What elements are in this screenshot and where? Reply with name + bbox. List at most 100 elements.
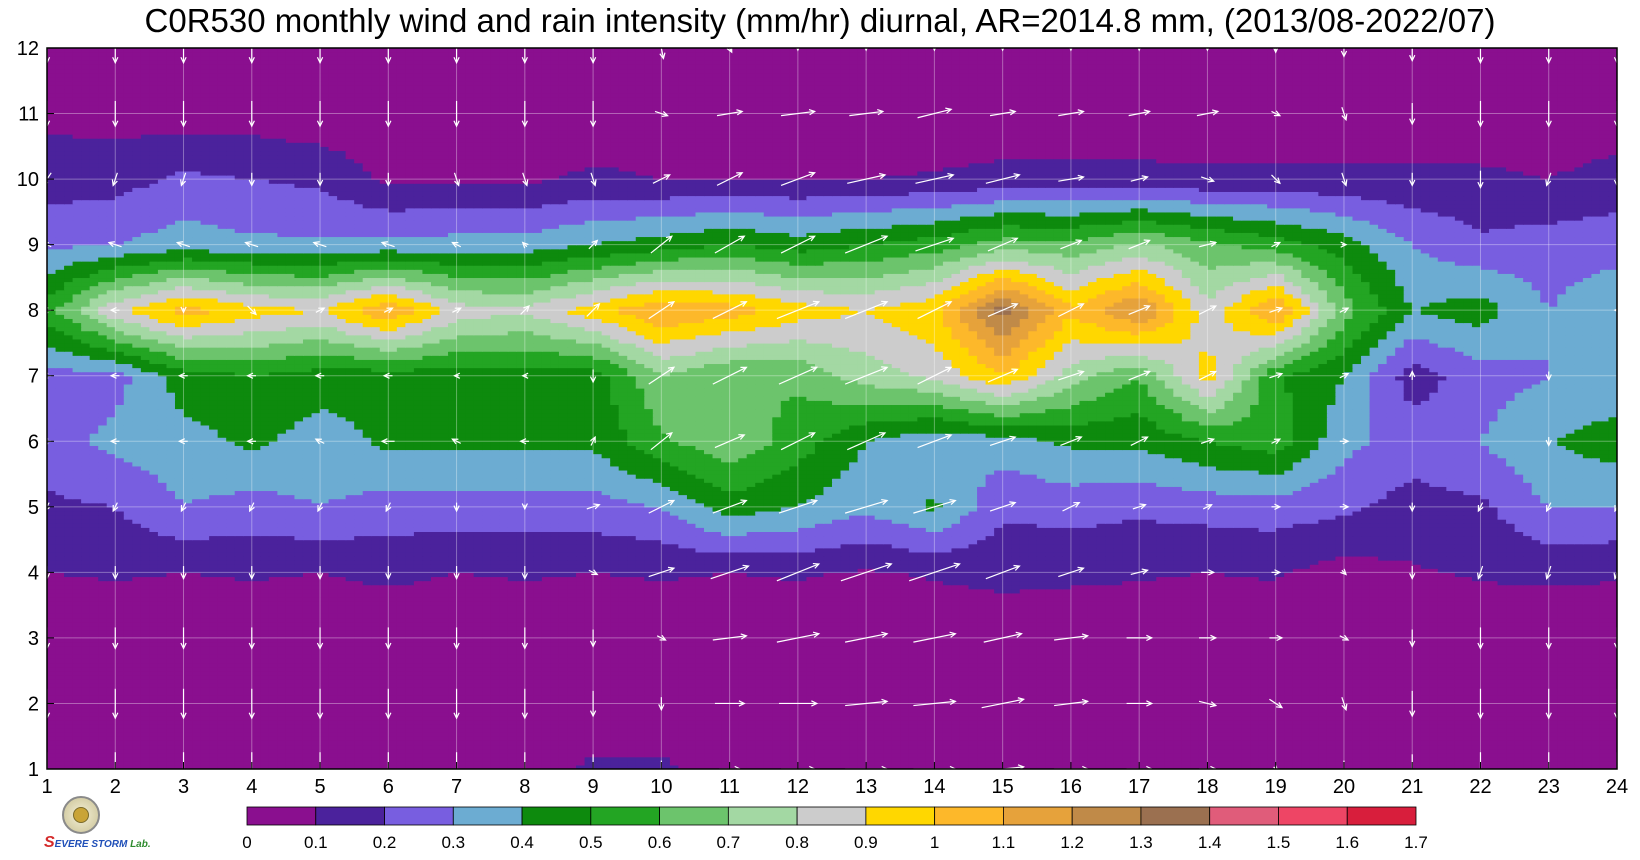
field-cell: [1361, 695, 1370, 700]
field-cell: [1045, 712, 1054, 717]
field-cell: [533, 744, 542, 749]
field-cell: [1071, 728, 1080, 733]
field-cell: [1549, 687, 1558, 692]
field-cell: [687, 691, 696, 696]
field-cell: [576, 675, 585, 680]
field-cell: [1165, 761, 1174, 766]
field-cell: [610, 744, 619, 749]
field-cell: [1489, 740, 1498, 745]
field-cell: [1122, 757, 1131, 762]
field-cell: [610, 712, 619, 717]
field-cell: [1259, 683, 1268, 688]
field-cell: [1079, 761, 1088, 766]
field-cell: [1114, 757, 1123, 762]
field-cell: [1267, 732, 1276, 737]
field-cell: [1071, 683, 1080, 688]
field-cell: [610, 740, 619, 745]
field-cell: [1310, 761, 1319, 766]
field-cell: [1344, 687, 1353, 692]
field-cell: [687, 732, 696, 737]
field-cell: [90, 675, 99, 680]
field-cell: [798, 724, 807, 729]
field-cell: [883, 728, 892, 733]
field-cell: [533, 761, 542, 766]
field-cell: [1054, 683, 1063, 688]
field-cell: [969, 679, 978, 684]
field-cell: [209, 728, 218, 733]
field-cell: [90, 708, 99, 713]
field-cell: [1156, 757, 1165, 762]
field-cell: [823, 703, 832, 708]
field-cell: [550, 683, 559, 688]
field-cell: [243, 720, 252, 725]
field-cell: [312, 691, 321, 696]
field-cell: [1489, 761, 1498, 766]
field-cell: [440, 691, 449, 696]
field-cell: [1327, 687, 1336, 692]
field-cell: [269, 716, 278, 721]
field-cell: [1079, 749, 1088, 754]
field-cell: [1156, 753, 1165, 758]
field-cell: [892, 716, 901, 721]
field-cell: [900, 712, 909, 717]
field-cell: [567, 749, 576, 754]
field-cell: [499, 716, 508, 721]
field-cell: [1532, 695, 1541, 700]
field-cell: [764, 757, 773, 762]
field-cell: [1523, 716, 1532, 721]
field-cell: [115, 720, 124, 725]
field-cell: [107, 757, 116, 762]
field-cell: [1327, 757, 1336, 762]
field-cell: [107, 708, 116, 713]
field-cell: [866, 744, 875, 749]
field-cell: [832, 712, 841, 717]
field-cell: [405, 753, 414, 758]
field-cell: [320, 675, 329, 680]
field-cell: [422, 695, 431, 700]
field-cell: [909, 708, 918, 713]
field-cell: [1387, 744, 1396, 749]
field-cell: [815, 687, 824, 692]
field-cell: [73, 708, 82, 713]
field-cell: [440, 675, 449, 680]
field-cell: [542, 736, 551, 741]
field-cell: [1412, 695, 1421, 700]
field-cell: [474, 679, 483, 684]
field-cell: [781, 761, 790, 766]
field-cell: [1344, 691, 1353, 696]
field-cell: [909, 712, 918, 717]
field-cell: [294, 761, 303, 766]
field-cell: [1608, 724, 1617, 729]
field-cell: [875, 720, 884, 725]
field-cell: [1199, 724, 1208, 729]
field-cell: [491, 675, 500, 680]
field-cell: [499, 720, 508, 725]
field-cell: [730, 732, 739, 737]
field-cell: [866, 695, 875, 700]
field-cell: [960, 744, 969, 749]
field-cell: [602, 683, 611, 688]
field-cell: [1515, 744, 1524, 749]
field-cell: [661, 683, 670, 688]
field-cell: [1003, 757, 1012, 762]
field-cell: [542, 708, 551, 713]
field-cell: [397, 695, 406, 700]
field-cell: [1387, 736, 1396, 741]
field-cell: [457, 687, 466, 692]
field-cell: [1207, 744, 1216, 749]
field-cell: [986, 720, 995, 725]
field-cell: [243, 703, 252, 708]
field-cell: [636, 740, 645, 745]
field-cell: [107, 728, 116, 733]
field-cell: [90, 703, 99, 708]
field-cell: [1446, 753, 1455, 758]
field-cell: [695, 744, 704, 749]
field-cell: [678, 683, 687, 688]
field-cell: [559, 732, 568, 737]
field-cell: [141, 757, 150, 762]
field-cell: [346, 695, 355, 700]
field-cell: [695, 683, 704, 688]
field-cell: [815, 695, 824, 700]
field-cell: [1225, 732, 1234, 737]
field-cell: [1557, 679, 1566, 684]
